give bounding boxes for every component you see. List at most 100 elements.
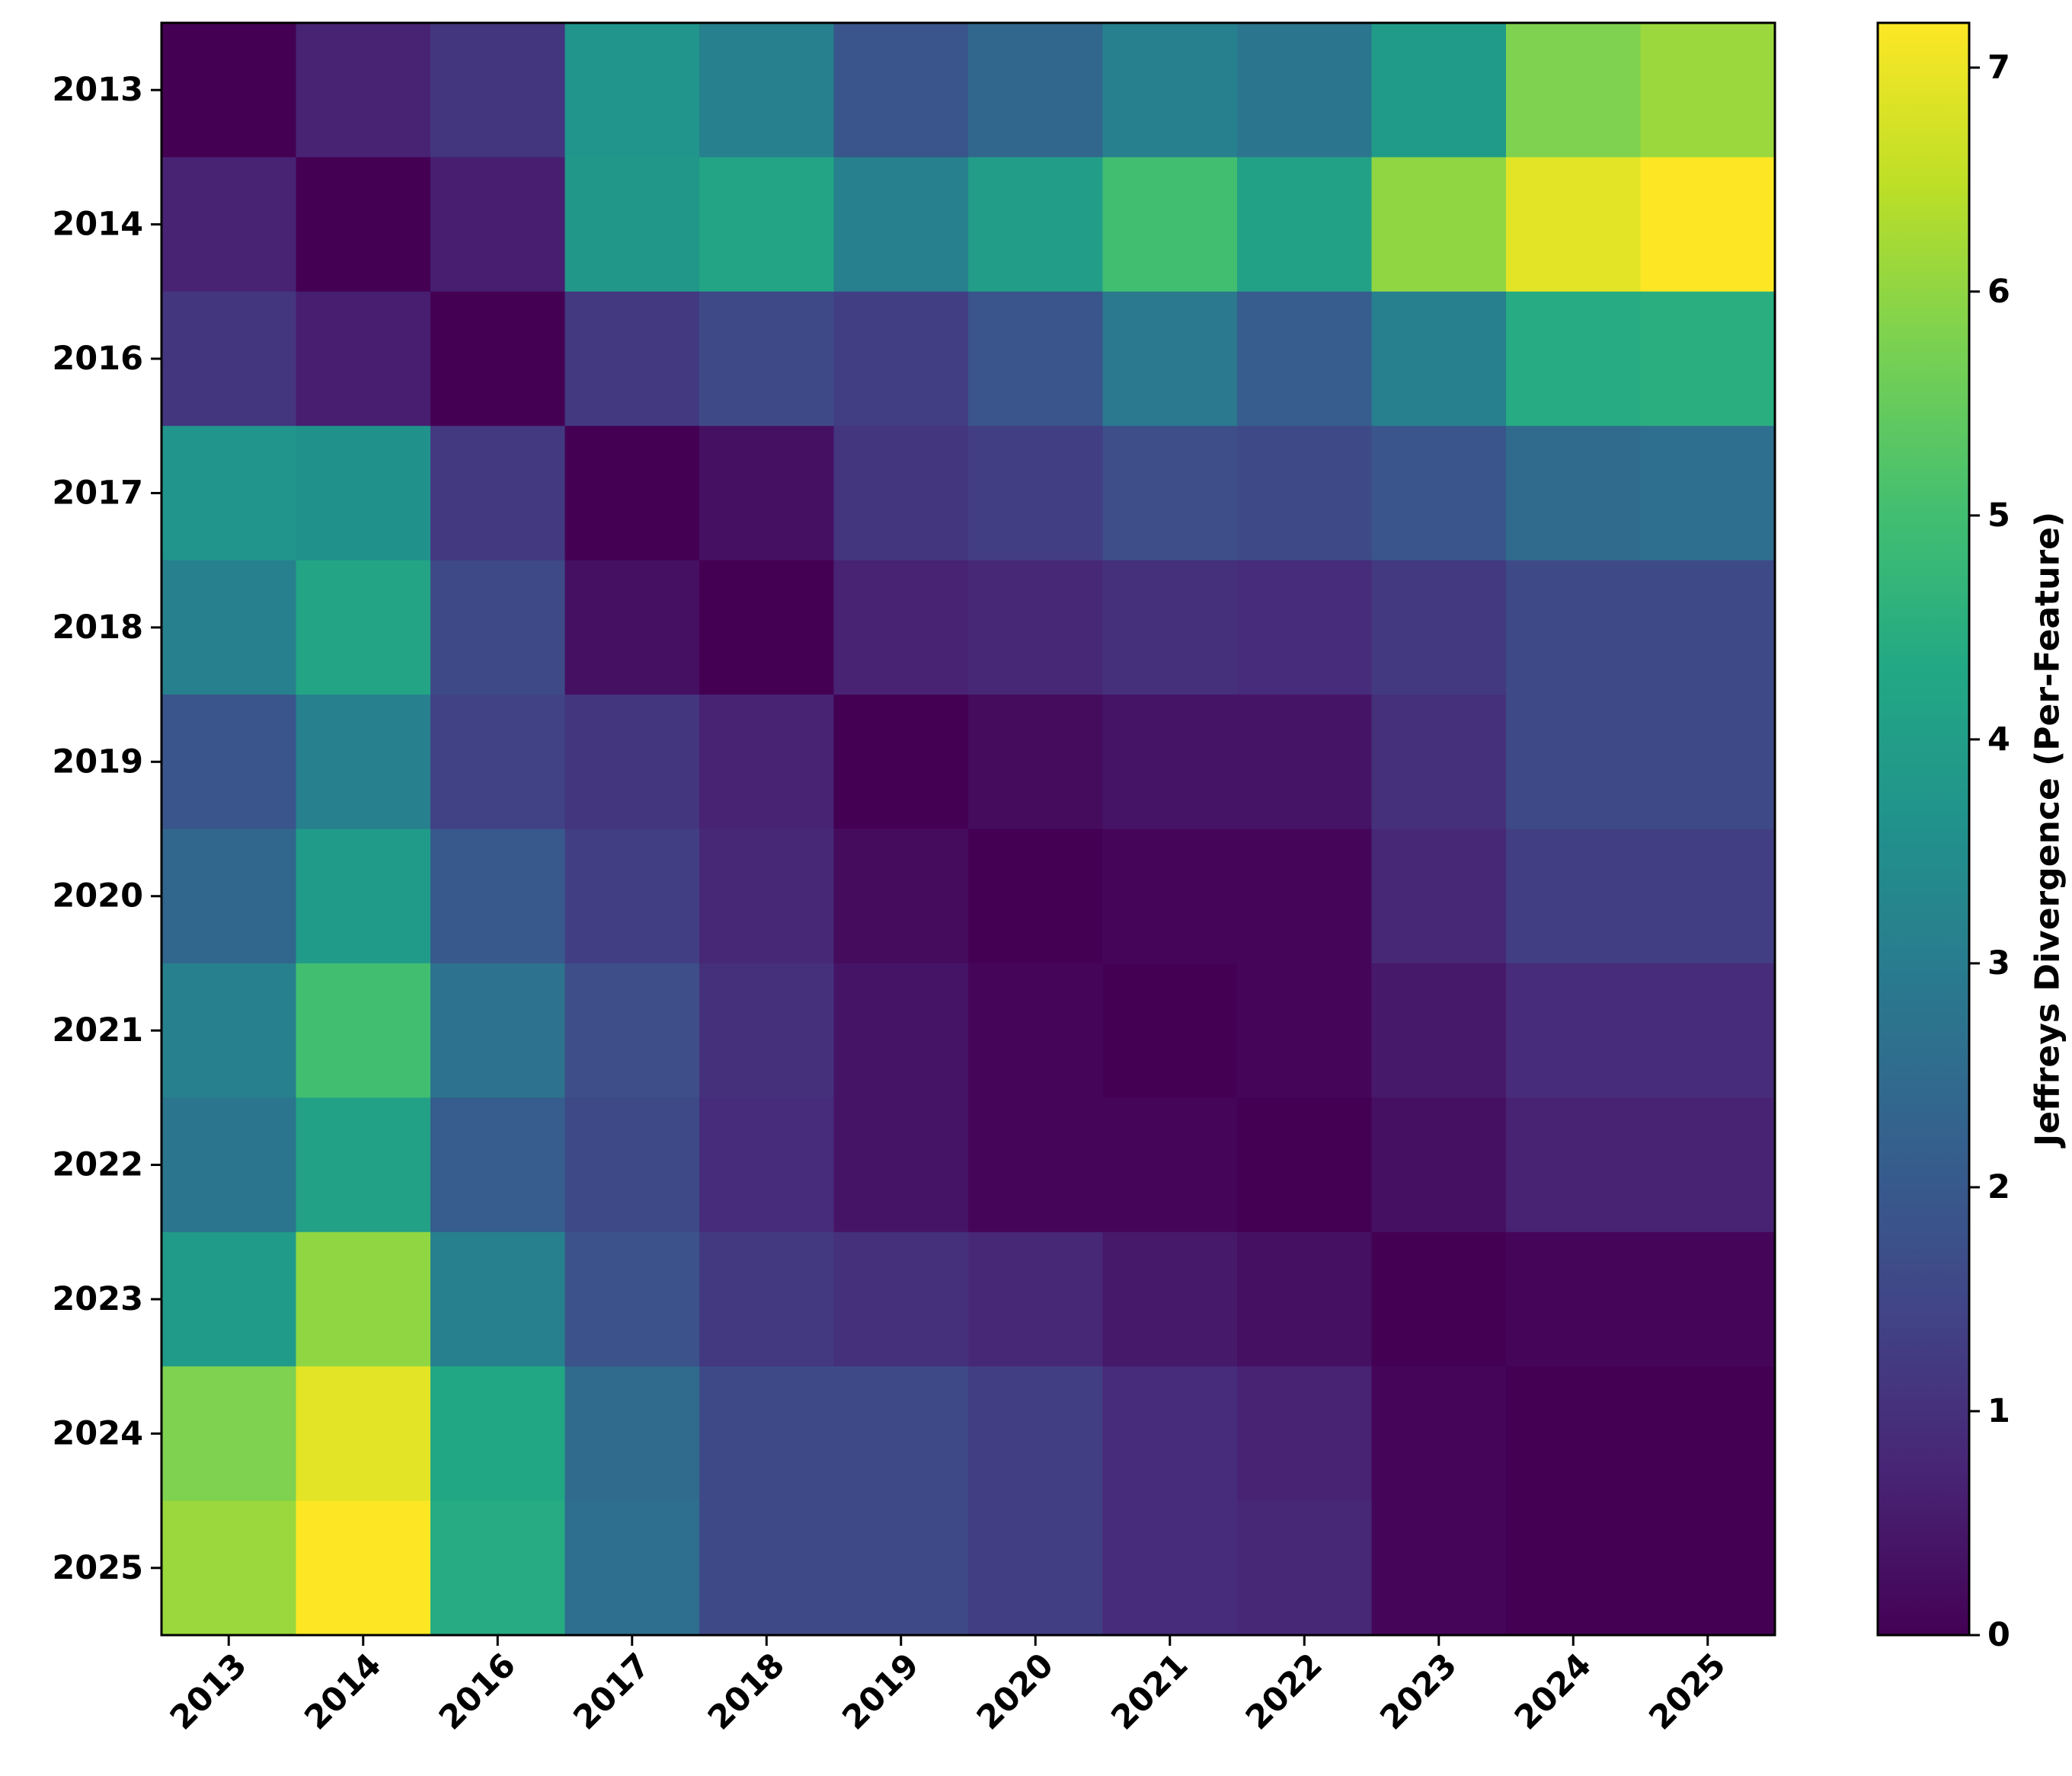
heatmap-cell xyxy=(833,963,969,1098)
heatmap-cell xyxy=(833,291,969,426)
heatmap-cell xyxy=(430,560,566,695)
heatmap-cell xyxy=(1371,1097,1507,1233)
heatmap-cell xyxy=(161,23,297,158)
colorbar-tick-label: 7 xyxy=(1987,49,2010,87)
heatmap-cell xyxy=(833,157,969,292)
heatmap-cell xyxy=(1640,426,1776,561)
heatmap-cell xyxy=(161,291,297,426)
heatmap-cell xyxy=(699,23,835,158)
colorbar-tick-label: 5 xyxy=(1987,497,2010,535)
x-tick-label: 2013 xyxy=(163,1646,254,1737)
heatmap-cell xyxy=(296,157,431,292)
heatmap-cell xyxy=(1102,291,1238,426)
heatmap-cell xyxy=(833,1366,969,1502)
heatmap-cell xyxy=(430,291,566,426)
heatmap-cell xyxy=(1506,695,1642,830)
colorbar-ticks: 0 1 2 3 4 5 6 7 xyxy=(1969,49,2010,1654)
y-tick-label: 2016 xyxy=(52,340,143,378)
heatmap-cell xyxy=(1640,1097,1776,1233)
colorbar xyxy=(1878,23,1969,1635)
heatmap-cell xyxy=(430,829,566,964)
heatmap-cell xyxy=(430,695,566,830)
heatmap-cell xyxy=(1640,23,1776,158)
heatmap-cell xyxy=(968,1097,1104,1233)
heatmap-cell xyxy=(1371,560,1507,695)
heatmap-cell xyxy=(296,1097,431,1233)
heatmap-cell xyxy=(161,963,297,1098)
heatmap-cell xyxy=(833,23,969,158)
heatmap-cell xyxy=(161,829,297,964)
x-tick-label: 2017 xyxy=(566,1646,657,1737)
heatmap-cell xyxy=(296,695,431,830)
heatmap-cell xyxy=(564,291,700,426)
heatmap-cell xyxy=(968,157,1104,292)
heatmap-cell xyxy=(968,426,1104,561)
heatmap-cell xyxy=(296,1366,431,1502)
heatmap-cell xyxy=(1371,829,1507,964)
heatmap-cell xyxy=(296,829,431,964)
heatmap-cell xyxy=(161,1097,297,1233)
heatmap-cell xyxy=(1371,1231,1507,1367)
heatmap-cell xyxy=(833,1500,969,1636)
x-tick-label: 2023 xyxy=(1373,1646,1464,1737)
heatmap-cell xyxy=(1237,1366,1373,1502)
heatmap-cell xyxy=(564,1231,700,1367)
heatmap-cell xyxy=(699,1231,835,1367)
heatmap-cell xyxy=(699,963,835,1098)
x-axis-ticks: 2013 2014 2016 2017 2018 2019 2020 2021 2022 2023… xyxy=(163,1635,1733,1737)
y-tick-label: 2020 xyxy=(52,877,143,915)
heatmap-cell xyxy=(1640,157,1776,292)
heatmap-cell xyxy=(1102,695,1238,830)
heatmap-cell xyxy=(699,157,835,292)
x-tick-label: 2025 xyxy=(1642,1646,1733,1737)
heatmap-cell xyxy=(564,157,700,292)
heatmap-cell xyxy=(1506,829,1642,964)
heatmap-cell xyxy=(833,695,969,830)
y-tick-label: 2025 xyxy=(52,1549,143,1587)
heatmap-cell xyxy=(430,1231,566,1367)
heatmap-cell xyxy=(1102,1097,1238,1233)
heatmap-cell xyxy=(699,426,835,561)
heatmap-cell xyxy=(1506,963,1642,1098)
heatmap-cell xyxy=(968,560,1104,695)
heatmap-cell xyxy=(1102,1366,1238,1502)
heatmap-cell xyxy=(161,1231,297,1367)
heatmap-cell xyxy=(699,291,835,426)
heatmap-cell xyxy=(1506,426,1642,561)
heatmap-cell xyxy=(968,1231,1104,1367)
y-tick-label: 2019 xyxy=(52,743,143,781)
heatmap-cell xyxy=(968,291,1104,426)
colorbar-tick-label: 4 xyxy=(1987,720,2010,759)
heatmap-cell xyxy=(1506,23,1642,158)
heatmap-cell xyxy=(1371,1366,1507,1502)
heatmap-cell xyxy=(1506,157,1642,292)
heatmap-cell xyxy=(1371,1500,1507,1636)
heatmap-cell xyxy=(1640,829,1776,964)
heatmap-cell xyxy=(564,1366,700,1502)
x-tick-label: 2019 xyxy=(835,1646,926,1737)
heatmap-cell xyxy=(1506,1500,1642,1636)
heatmap-cell xyxy=(699,1366,835,1502)
heatmap-cell xyxy=(1506,560,1642,695)
heatmap-cell xyxy=(161,560,297,695)
y-tick-label: 2013 xyxy=(52,71,143,109)
x-tick-label: 2021 xyxy=(1104,1646,1195,1737)
heatmap-cell xyxy=(833,560,969,695)
heatmap-cell xyxy=(296,1231,431,1367)
y-tick-label: 2021 xyxy=(52,1011,143,1049)
heatmap-cell xyxy=(296,963,431,1098)
heatmap-cell xyxy=(1640,560,1776,695)
heatmap-cell xyxy=(1506,1366,1642,1502)
heatmap-cell xyxy=(1371,695,1507,830)
colorbar-label: Jeffreys Divergence (Per-Feature) xyxy=(2029,512,2067,1148)
y-axis-ticks: 2013 2014 2016 2017 2018 2019 2020 2021 2022 2023… xyxy=(52,71,161,1587)
heatmap-cell xyxy=(1102,23,1238,158)
heatmap-cell xyxy=(430,426,566,561)
heatmap-cell xyxy=(699,1500,835,1636)
heatmap-cell xyxy=(1371,157,1507,292)
heatmap-cell xyxy=(1102,963,1238,1098)
heatmap-cell xyxy=(296,291,431,426)
heatmap-cell xyxy=(161,1366,297,1502)
heatmap-cell xyxy=(1640,291,1776,426)
